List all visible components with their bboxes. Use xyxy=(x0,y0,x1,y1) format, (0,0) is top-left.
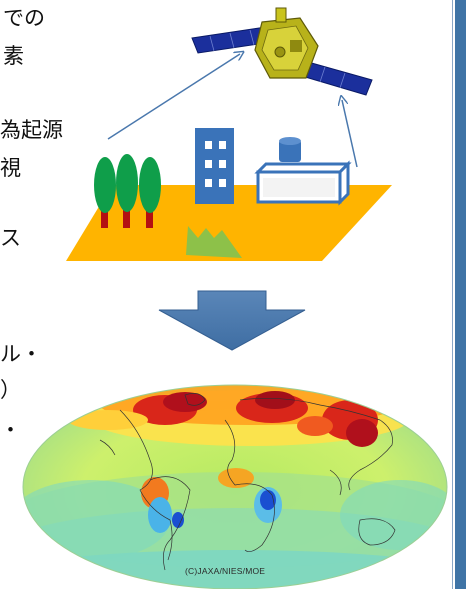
side-accent-bar xyxy=(455,0,466,589)
text-fragment-5: ス xyxy=(0,226,21,250)
map-credit: (C)JAXA/NIES/MOE xyxy=(185,566,266,576)
observation-arrow-right xyxy=(342,100,358,168)
satellite-icon xyxy=(191,7,373,96)
text-fragment-3: 為起源 xyxy=(0,118,63,142)
observation-arrow-left xyxy=(107,54,240,140)
down-arrow-icon xyxy=(158,290,306,351)
text-fragment-2: 素 xyxy=(3,44,24,68)
text-fragment-6: ル・ xyxy=(0,342,42,366)
side-divider-line xyxy=(452,0,453,589)
text-fragment-7: ） xyxy=(0,378,21,402)
office-building-icon xyxy=(195,128,234,204)
tree-icon xyxy=(94,154,161,228)
text-fragment-8: ・ xyxy=(0,418,21,442)
text-fragment-4: 視 xyxy=(0,156,21,180)
world-co2-map xyxy=(22,384,448,589)
text-fragment-1: での xyxy=(3,6,45,30)
grass-icon xyxy=(186,226,242,258)
factory-icon xyxy=(254,137,352,206)
